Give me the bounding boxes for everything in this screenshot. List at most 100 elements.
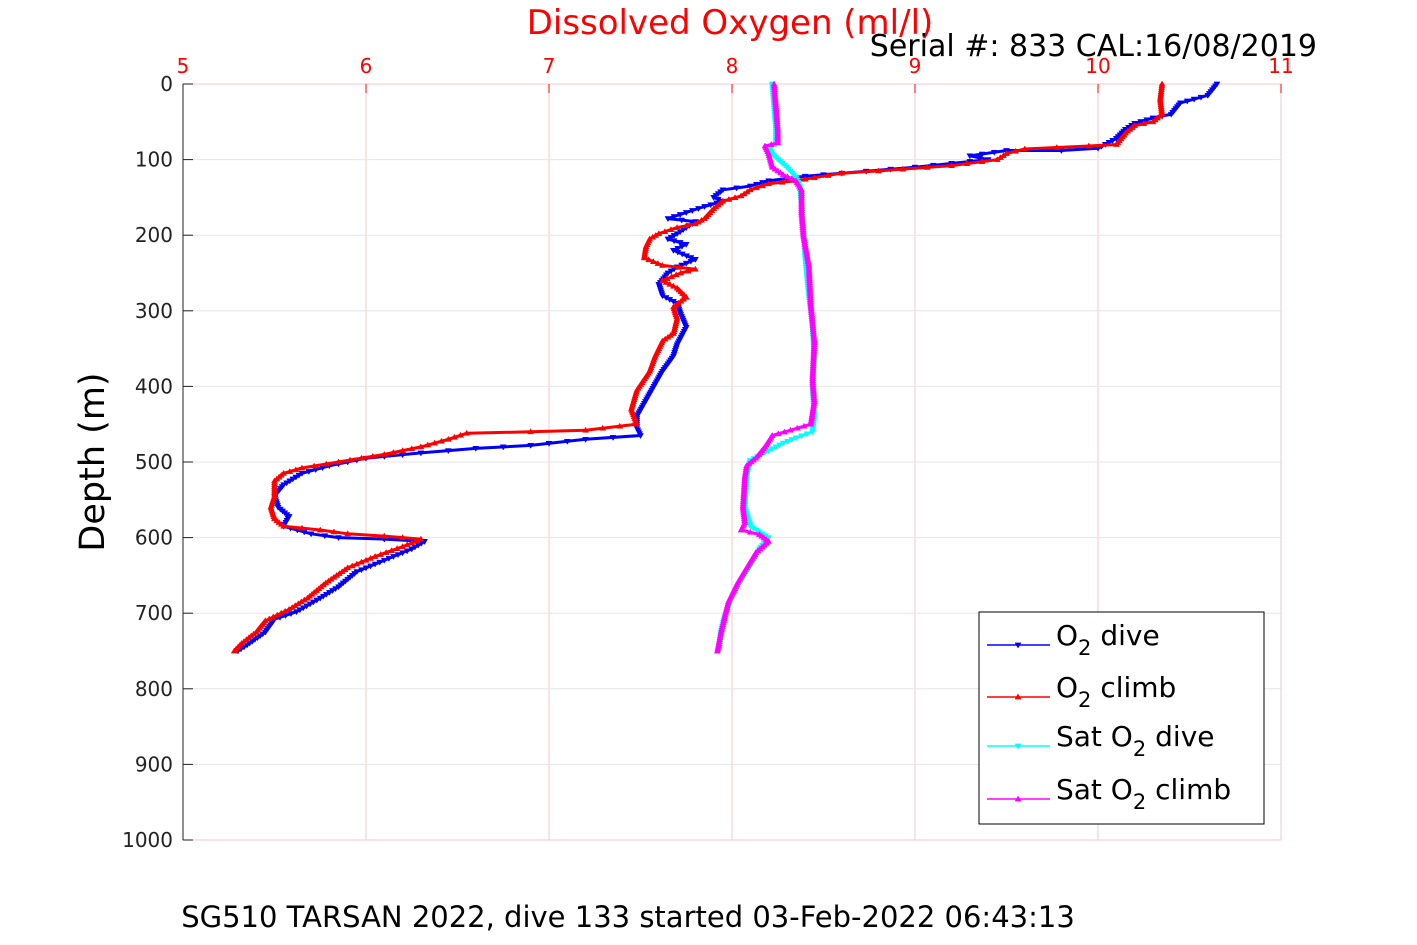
point-o2_climb <box>362 556 370 563</box>
point-o2_climb <box>652 231 660 238</box>
point-sat_climb <box>746 528 754 535</box>
chart-subtitle: Serial #: 833 CAL:16/08/2019 <box>870 29 1317 64</box>
point-o2_climb <box>390 449 397 455</box>
point-o2_climb <box>923 163 931 170</box>
legend-marker-sat_climb <box>1014 795 1022 802</box>
point-o2_climb <box>649 258 657 265</box>
point-o2_dive <box>394 552 402 559</box>
point-o2_climb <box>408 445 416 452</box>
point-o2_climb <box>399 534 407 540</box>
point-o2_climb <box>292 466 300 473</box>
point-o2_climb <box>393 545 401 551</box>
point-o2_climb <box>899 165 907 172</box>
point-sat_climb <box>774 139 782 146</box>
y-tick-label: 1000 <box>122 828 173 852</box>
point-o2_climb <box>963 160 971 166</box>
point-o2_dive <box>335 535 342 542</box>
point-o2_climb <box>801 175 809 182</box>
point-o2_climb <box>670 282 677 289</box>
point-sat_climb <box>793 424 801 431</box>
point-o2_climb <box>412 537 420 544</box>
point-o2_climb <box>698 216 705 223</box>
point-o2_climb <box>1053 144 1061 150</box>
legend-label-o2_dive: O2 dive <box>1056 619 1160 660</box>
point-o2_dive <box>990 149 998 156</box>
point-sat_climb <box>737 526 745 533</box>
point-o2_climb <box>691 220 699 227</box>
y-tick-label: 200 <box>135 223 173 247</box>
point-o2_dive <box>609 435 617 441</box>
point-o2_dive <box>688 208 696 214</box>
point-o2_dive <box>408 546 416 553</box>
point-o2_dive <box>527 443 535 449</box>
point-sat_climb <box>779 171 787 178</box>
point-o2_climb <box>677 269 685 276</box>
point-sat_climb <box>774 430 782 437</box>
point-sat_climb <box>713 647 721 654</box>
point-o2_climb <box>599 424 607 431</box>
point-o2_climb <box>765 180 773 187</box>
point-o2_climb <box>431 439 439 446</box>
point-o2_dive <box>676 240 684 247</box>
point-o2_climb <box>737 192 745 199</box>
y-axis-label: Depth (m) <box>73 372 113 551</box>
point-sat_climb <box>788 175 796 182</box>
point-o2_climb <box>668 273 676 280</box>
y-tick-label: 900 <box>135 752 173 776</box>
point-o2_climb <box>344 530 352 537</box>
point-o2_dive <box>371 561 379 568</box>
point-o2_dive <box>305 469 313 475</box>
point-o2_dive <box>691 257 699 263</box>
point-o2_climb <box>666 280 674 287</box>
point-o2_climb <box>682 222 690 229</box>
point-o2_climb <box>463 429 471 436</box>
x-tick-label: 7 <box>543 54 556 78</box>
legend-marker-sat_dive <box>1014 743 1022 750</box>
point-o2_dive <box>390 554 397 560</box>
point-o2_dive <box>403 548 411 555</box>
point-o2_dive <box>710 195 718 201</box>
point-o2_dive <box>687 258 695 265</box>
point-o2_dive <box>1143 117 1151 124</box>
point-o2_climb <box>695 218 702 225</box>
point-o2_climb <box>662 278 670 285</box>
point-o2_dive <box>678 262 686 269</box>
point-o2_climb <box>824 171 832 178</box>
point-o2_climb <box>457 431 464 438</box>
point-o2_dive <box>664 216 672 223</box>
point-o2_climb <box>759 182 766 189</box>
point-o2_climb <box>810 174 818 181</box>
series-o2_dive <box>234 81 1221 655</box>
legend-marker-o2_dive <box>1014 642 1022 649</box>
point-o2_dive <box>707 202 715 209</box>
point-o2_dive <box>399 550 407 557</box>
point-o2_climb <box>369 452 377 459</box>
point-o2_dive <box>376 559 384 566</box>
point-o2_dive <box>1190 96 1198 103</box>
point-o2_climb <box>417 443 425 450</box>
point-o2_climb <box>297 598 305 605</box>
point-o2_climb <box>285 605 293 612</box>
point-o2_climb <box>743 188 751 195</box>
point-o2_dive <box>362 565 370 572</box>
series-layer <box>230 80 1221 655</box>
point-sat_climb <box>784 173 791 180</box>
point-o2_climb <box>1085 142 1093 149</box>
point-sat_climb <box>781 428 788 435</box>
point-o2_climb <box>280 522 288 529</box>
point-o2_climb <box>527 428 535 435</box>
series-sat_climb <box>713 80 818 654</box>
point-o2_dive <box>444 448 452 455</box>
point-o2_climb <box>993 156 1001 162</box>
x-tick-label: 11 <box>1268 54 1293 78</box>
point-o2_climb <box>357 558 365 565</box>
point-o2_dive <box>563 438 571 445</box>
series-sat_dive <box>715 81 818 655</box>
point-o2_climb <box>399 447 407 454</box>
point-o2_climb <box>701 215 708 221</box>
point-o2_dive <box>1167 111 1175 118</box>
point-o2_dive <box>678 217 686 224</box>
point-o2_climb <box>438 437 445 444</box>
point-sat_dive <box>803 431 811 438</box>
y-tick-label: 600 <box>135 526 173 550</box>
